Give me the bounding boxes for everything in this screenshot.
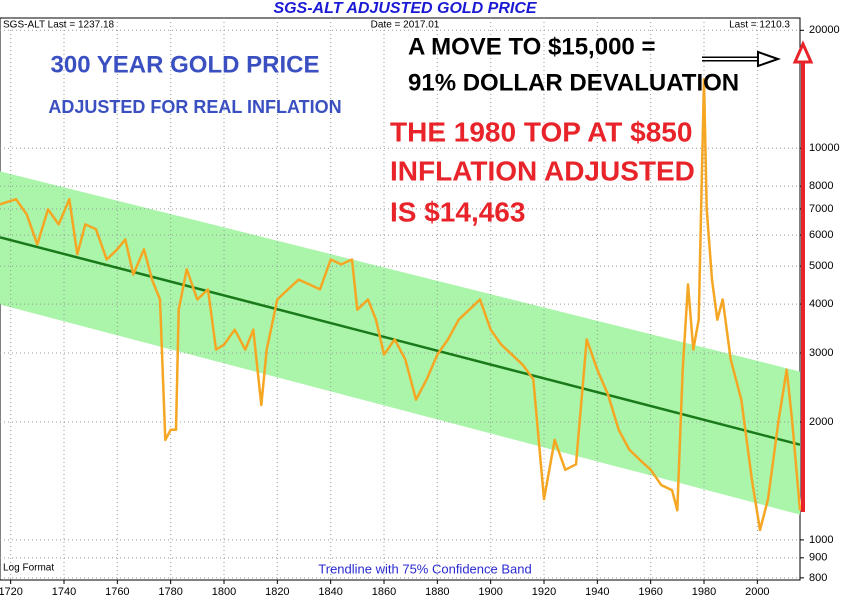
- x-tick-label: 1760: [105, 586, 129, 598]
- y-tick-label: 3000: [809, 347, 833, 359]
- black-arrow: [702, 50, 782, 68]
- x-tick-label: 1920: [532, 586, 556, 598]
- x-tick-label: 1880: [425, 586, 449, 598]
- y-tick-label: 800: [809, 572, 827, 584]
- y-tick-label: 20000: [809, 24, 840, 36]
- x-tick-label: 1980: [692, 586, 716, 598]
- header-left: SGS-ALT Last = 1237.18: [3, 20, 115, 31]
- header-right: Last = 1210.3: [729, 20, 790, 31]
- annotation: A MOVE TO $15,000 =: [408, 33, 655, 60]
- annotation: INFLATION ADJUSTED: [390, 155, 695, 186]
- confidence-band: [0, 171, 800, 515]
- x-tick-label: 1940: [585, 586, 609, 598]
- y-tick-label: 4000: [809, 298, 833, 310]
- y-tick-label: 8000: [809, 180, 833, 192]
- price-line: [0, 77, 802, 532]
- red-arrow: [792, 40, 814, 512]
- x-tick-label: 1900: [478, 586, 502, 598]
- annotation: IS $14,463: [390, 196, 525, 227]
- y-tick-label: 2000: [809, 416, 833, 428]
- footer-note: Trendline with 75% Confidence Band: [318, 561, 531, 576]
- y-tick-label: 6000: [809, 229, 833, 241]
- annotation: ADJUSTED FOR REAL INFLATION: [48, 97, 341, 117]
- y-tick-label: 900: [809, 552, 827, 564]
- annotation: THE 1980 TOP AT $850: [390, 116, 692, 147]
- scale-note: Log Format: [3, 563, 54, 574]
- x-tick-label: 1800: [212, 586, 236, 598]
- y-tick-label: 1000: [809, 534, 833, 546]
- chart-title: SGS-ALT ADJUSTED GOLD PRICE: [273, 0, 537, 17]
- x-tick-label: 2000: [745, 586, 769, 598]
- x-tick-label: 1820: [265, 586, 289, 598]
- x-tick-label: 1780: [158, 586, 182, 598]
- x-tick-label: 1740: [52, 586, 76, 598]
- x-tick-label: 1720: [0, 586, 23, 598]
- x-tick-label: 1840: [318, 586, 342, 598]
- x-tick-label: 1860: [372, 586, 396, 598]
- annotation: 91% DOLLAR DEVALUATION: [408, 69, 739, 96]
- x-tick-label: 1960: [638, 586, 662, 598]
- header-center: Date = 2017.01: [371, 20, 440, 31]
- annotation: 300 YEAR GOLD PRICE: [51, 51, 320, 78]
- y-tick-label: 5000: [809, 260, 833, 272]
- y-tick-label: 7000: [809, 203, 833, 215]
- y-tick-label: 10000: [809, 142, 840, 154]
